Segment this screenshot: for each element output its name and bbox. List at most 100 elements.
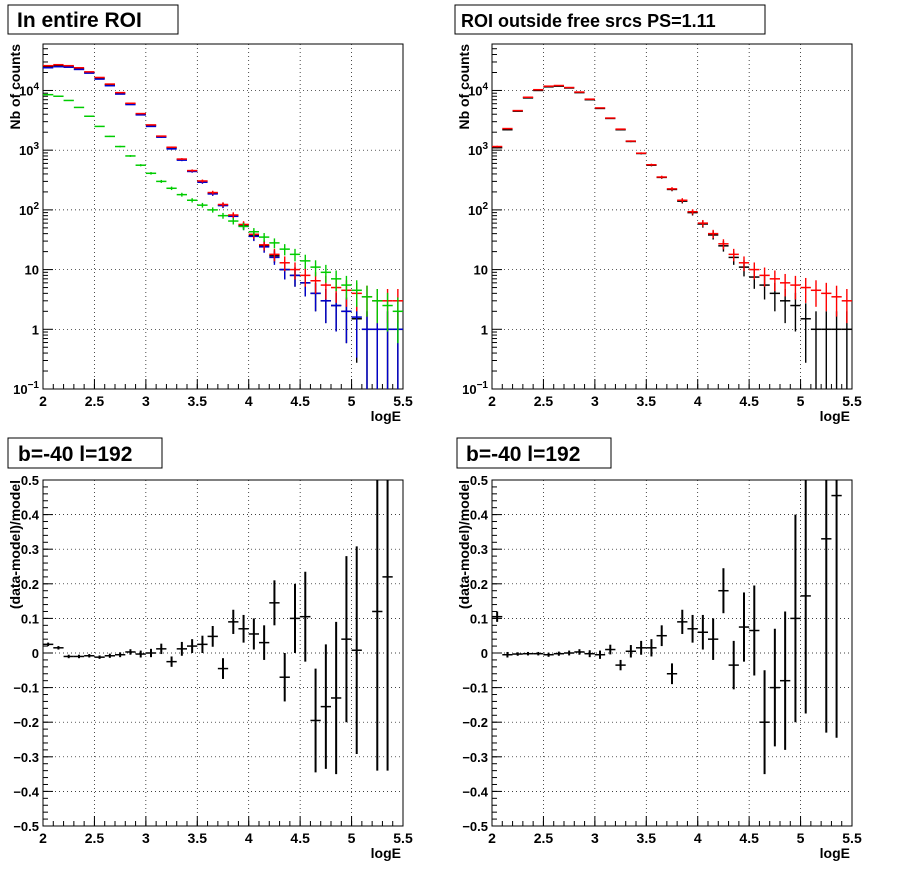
data-point [73, 106, 85, 109]
data-point [320, 644, 331, 769]
data-point [646, 163, 657, 166]
data-point [677, 198, 688, 203]
data-point [166, 148, 177, 150]
y-tick-label: 102 [19, 201, 39, 218]
y-axis-label: (data-model)/model [456, 480, 472, 609]
data-point [728, 248, 739, 262]
y-tick-label: 0.5 [21, 473, 39, 488]
title-box [456, 437, 612, 469]
data-point [238, 223, 249, 231]
data-point [749, 585, 760, 676]
data-point [156, 643, 167, 655]
data-point [708, 229, 719, 239]
data-point [697, 614, 708, 650]
x-tick-label: 3 [591, 393, 599, 409]
y-tick-label: 10 [474, 263, 488, 278]
data-point [800, 277, 811, 303]
x-tick-label: 3.5 [188, 393, 208, 409]
x-axis-label: logE [820, 845, 850, 861]
data-point [269, 238, 280, 249]
data-point [125, 103, 136, 106]
data-point [176, 158, 187, 161]
y-tick-label: 10−1 [13, 380, 39, 397]
data-point [759, 670, 770, 775]
y-tick-label: 0.1 [470, 611, 488, 626]
data-point [43, 93, 54, 96]
data-point [574, 91, 585, 93]
data-point [63, 654, 74, 659]
data-point [821, 311, 832, 389]
y-tick-label: −0.2 [13, 715, 39, 730]
y-axis-label: (data-model)/model [7, 480, 23, 609]
title-box [7, 437, 163, 469]
data-point [351, 280, 362, 307]
data-point [197, 635, 208, 653]
y-tick-label: −0.2 [462, 715, 488, 730]
x-tick-label: 3.5 [637, 393, 657, 409]
y-tick-label: 10 [25, 263, 39, 278]
data-point [625, 645, 636, 658]
data-point [372, 311, 383, 389]
data-point [543, 652, 554, 657]
data-point [207, 190, 218, 195]
data-point [197, 179, 208, 183]
x-tick-label: 4 [694, 830, 702, 846]
x-tick-label: 3 [142, 393, 150, 409]
data-point [289, 262, 301, 280]
y-tick-label: 0.1 [21, 611, 39, 626]
chart-title: b=-40 l=192 [466, 443, 580, 466]
data-point [279, 653, 290, 702]
data-point [790, 514, 801, 723]
x-tick-label: 3.5 [188, 830, 208, 846]
x-tick-label: 5 [797, 393, 805, 409]
data-point [553, 651, 564, 656]
chart-4: 2 2.5 3 3.5 4 4.5 5 5.5 −0.5 −0.4 −0.3 −0.2 −0.1 0 0.1… [456, 437, 862, 861]
data-point [94, 655, 105, 659]
data-point [300, 254, 311, 269]
data-point [145, 125, 157, 128]
data-point [656, 175, 667, 179]
y-tick-label: 103 [19, 141, 39, 158]
data-point [769, 270, 780, 292]
data-point [156, 179, 167, 183]
data-point [207, 626, 218, 647]
data-point [625, 140, 636, 142]
x-tick-label: 5 [348, 830, 356, 846]
data-point [361, 285, 373, 317]
x-tick-label: 2 [39, 393, 47, 409]
x-tick-label: 5.5 [393, 830, 413, 846]
data-point [646, 639, 657, 657]
series-1 [43, 480, 393, 775]
data-point [831, 311, 842, 389]
y-tick-label: −0.3 [462, 750, 488, 765]
data-point [300, 267, 311, 287]
data-point [156, 135, 167, 137]
x-axis-label: logE [820, 408, 850, 424]
data-point [341, 556, 352, 723]
x-tick-label: 4 [245, 830, 253, 846]
data-point [769, 628, 780, 747]
data-point [502, 127, 513, 130]
data-point [166, 656, 177, 667]
data-point [605, 644, 616, 655]
x-tick-label: 5.5 [842, 830, 862, 846]
y-tick-label: 104 [468, 81, 488, 98]
x-tick-label: 4.5 [290, 393, 310, 409]
x-tick-label: 5.5 [842, 393, 862, 409]
chart-2: 2 2.5 3 3.5 4 4.5 5 5.5 10−1 1 10 102 103 104 ROI outs… [454, 4, 862, 424]
data-point [300, 571, 311, 662]
data-point [135, 114, 146, 116]
y-tick-label: 104 [19, 81, 39, 98]
data-point [831, 285, 842, 317]
data-point [310, 260, 321, 277]
x-tick-label: 2 [488, 393, 496, 409]
data-point [636, 152, 647, 155]
data-point [259, 233, 270, 242]
data-point [145, 172, 157, 175]
data-point [790, 275, 801, 300]
data-point [289, 248, 301, 262]
data-point [187, 198, 198, 203]
x-tick-label: 2.5 [534, 393, 554, 409]
data-point [279, 256, 290, 272]
data-point [145, 648, 157, 658]
